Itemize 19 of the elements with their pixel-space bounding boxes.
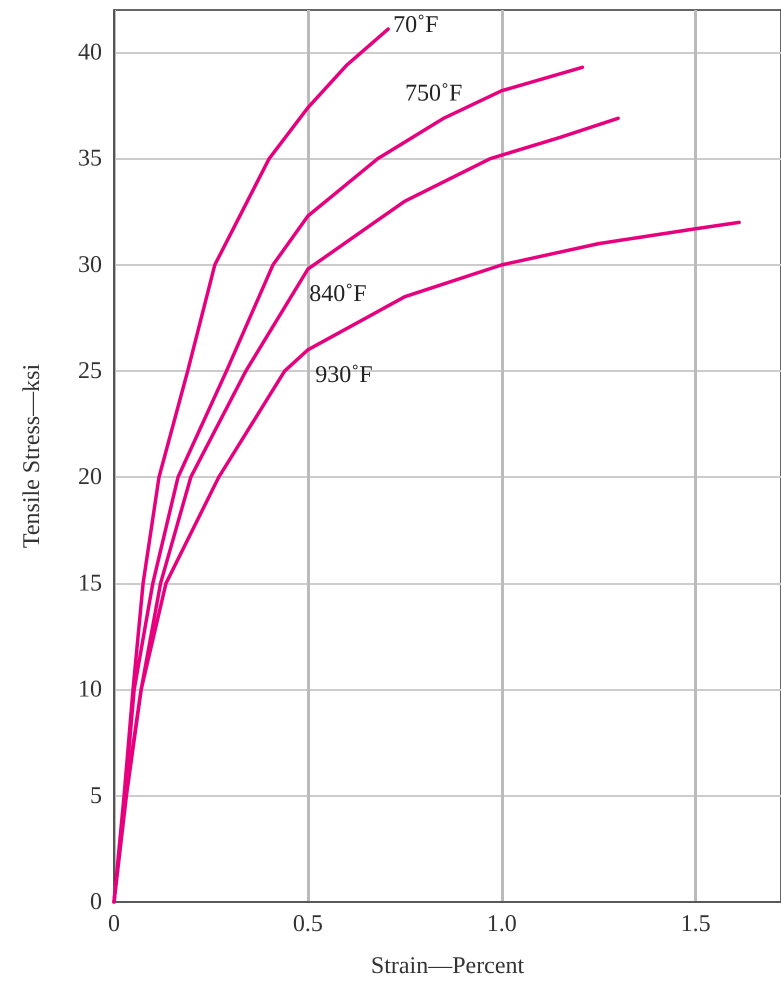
- series-label: 930˚F: [315, 362, 373, 388]
- y-tick-label: 40: [78, 39, 102, 66]
- y-tick-label: 25: [78, 358, 102, 384]
- y-tick-label: 0: [90, 889, 102, 915]
- series-label: 750˚F: [404, 80, 462, 106]
- x-tick-label: 1.5: [680, 911, 711, 937]
- series-label: 840˚F: [309, 281, 367, 308]
- y-tick-label: 5: [90, 782, 102, 809]
- y-tick-label: 30: [78, 252, 102, 278]
- series-label: 70˚F: [393, 12, 439, 38]
- y-tick-label: 35: [78, 146, 102, 172]
- x-tick-label: 0: [108, 911, 120, 937]
- x-tick-label: 0.5: [292, 911, 323, 937]
- x-axis-title: Strain—Percent: [370, 953, 524, 979]
- y-tick-label: 15: [78, 570, 102, 596]
- y-axis-title: Tensile Stress—ksi: [19, 364, 45, 548]
- y-tick-label: 10: [78, 676, 102, 703]
- y-tick-label: 20: [78, 464, 102, 490]
- x-tick-label: 1.0: [486, 911, 517, 937]
